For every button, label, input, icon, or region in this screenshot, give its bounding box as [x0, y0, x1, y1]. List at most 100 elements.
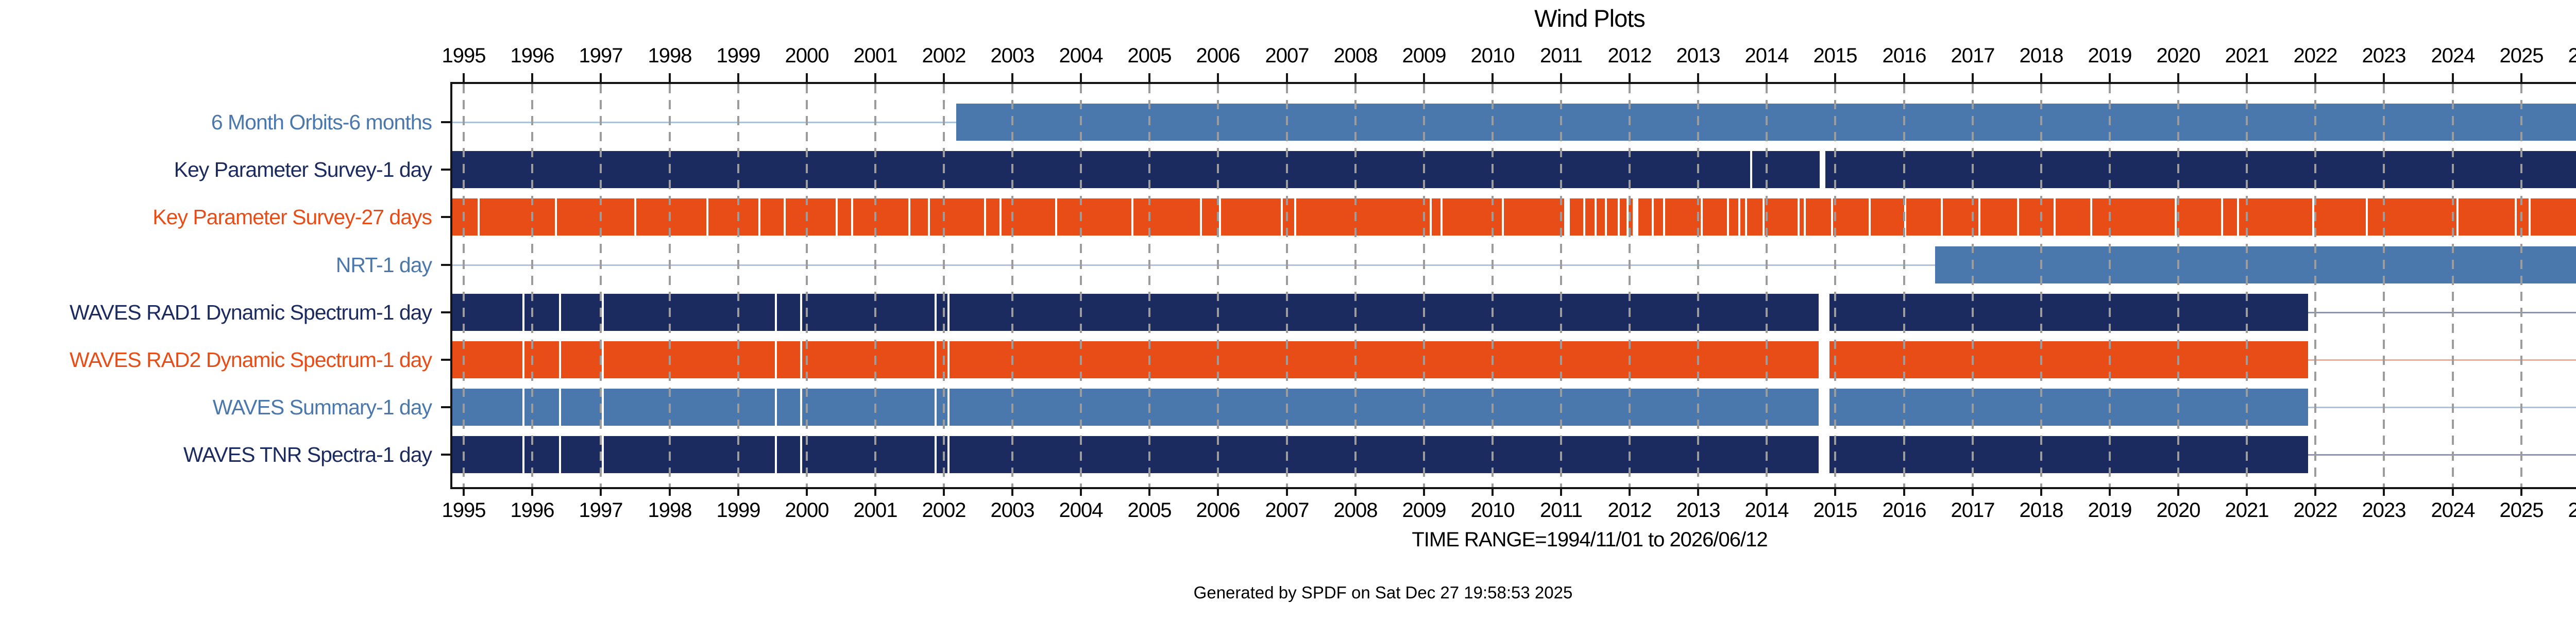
- x-tick-top: [1148, 73, 1150, 82]
- data-gap: [1825, 341, 1827, 378]
- x-tick-label-bottom: 2006: [1196, 499, 1241, 522]
- data-gap: [1831, 198, 1833, 236]
- year-gridline: [2246, 84, 2248, 487]
- data-gap: [1750, 151, 1752, 188]
- year-gridline: [2040, 84, 2042, 487]
- availability-bar: [452, 198, 2576, 236]
- data-gap-wide: [1633, 198, 1638, 236]
- x-tick-bottom: [1834, 487, 1836, 496]
- x-tick-label-top: 2010: [1470, 44, 1515, 67]
- x-tick-top: [943, 73, 945, 82]
- x-tick-label-bottom: 1999: [716, 499, 761, 522]
- row-label-7: WAVES Summary-1 day: [212, 395, 432, 419]
- year-gridline: [1629, 84, 1631, 487]
- x-tick-label-top: 2024: [2431, 44, 2476, 67]
- year-gridline: [737, 84, 739, 487]
- availability-bar: [1935, 246, 2576, 283]
- data-gap: [800, 294, 802, 331]
- data-gap: [775, 341, 777, 378]
- x-tick-label-top: 2021: [2225, 44, 2269, 67]
- x-tick-bottom: [531, 487, 533, 496]
- x-tick-bottom: [1423, 487, 1425, 496]
- year-gridline: [669, 84, 671, 487]
- data-gap: [784, 198, 786, 236]
- data-gap: [706, 198, 708, 236]
- data-gap: [947, 294, 950, 331]
- x-tick-label-top: 1995: [442, 44, 486, 67]
- x-tick-bottom: [2452, 487, 2454, 496]
- year-gridline: [1697, 84, 1699, 487]
- year-gridline: [1903, 84, 1905, 487]
- x-tick-label-top: 2018: [2019, 44, 2064, 67]
- x-tick-label-bottom: 2012: [1607, 499, 1652, 522]
- x-tick-bottom: [1354, 487, 1357, 496]
- data-gap-wide: [1564, 198, 1570, 236]
- year-gridline: [2383, 84, 2385, 487]
- data-gap-wide: [1819, 341, 1824, 378]
- x-tick-label-top: 2017: [1951, 44, 1995, 67]
- data-gap: [836, 198, 838, 236]
- x-tick-label-bottom: 2025: [2499, 499, 2544, 522]
- x-tick-label-bottom: 2018: [2019, 499, 2064, 522]
- data-gap: [1825, 436, 1827, 473]
- x-tick-bottom: [1766, 487, 1768, 496]
- x-tick-label-top: 2008: [1333, 44, 1378, 67]
- availability-bar: [452, 341, 2308, 378]
- x-tick-label-bottom: 2026: [2568, 499, 2576, 522]
- data-gap: [935, 389, 937, 426]
- x-tick-top: [1354, 73, 1357, 82]
- data-gap: [935, 341, 937, 378]
- data-gap: [800, 436, 802, 473]
- data-gap: [1745, 198, 1747, 236]
- year-gridline: [1354, 84, 1357, 487]
- year-gridline: [1423, 84, 1425, 487]
- data-gap-wide: [1819, 294, 1824, 331]
- data-gap: [1827, 436, 1829, 473]
- data-gap: [935, 294, 937, 331]
- x-tick-label-bottom: 2009: [1402, 499, 1447, 522]
- data-gap: [2017, 198, 2019, 236]
- data-gap: [1823, 341, 1825, 378]
- data-gap: [1440, 198, 1443, 236]
- x-tick-label-top: 2009: [1402, 44, 1447, 67]
- x-tick-top: [1697, 73, 1699, 82]
- data-gap: [2312, 198, 2314, 236]
- data-gap: [935, 436, 937, 473]
- y-tick: [441, 169, 452, 171]
- x-tick-label-bottom: 2008: [1333, 499, 1378, 522]
- x-tick-label-top: 2006: [1196, 44, 1241, 67]
- year-gridline: [1972, 84, 1974, 487]
- x-tick-bottom: [2520, 487, 2522, 496]
- year-gridline: [874, 84, 876, 487]
- x-tick-bottom: [2109, 487, 2111, 496]
- year-gridline: [943, 84, 945, 487]
- x-tick-bottom: [1080, 487, 1082, 496]
- x-tick-bottom: [600, 487, 602, 496]
- x-tick-top: [737, 73, 739, 82]
- data-gap: [602, 341, 604, 378]
- data-gap: [775, 436, 777, 473]
- data-gap: [1727, 198, 1729, 236]
- x-tick-bottom: [669, 487, 671, 496]
- year-gridline: [2109, 84, 2111, 487]
- data-gap: [851, 198, 853, 236]
- data-gap: [522, 389, 524, 426]
- y-tick: [441, 359, 452, 361]
- x-tick-label-top: 2005: [1127, 44, 1172, 67]
- x-tick-label-top: 2015: [1813, 44, 1858, 67]
- data-gap: [2456, 198, 2459, 236]
- x-tick-top: [669, 73, 671, 82]
- data-gap: [478, 198, 480, 236]
- year-gridline: [1492, 84, 1494, 487]
- x-tick-top: [2383, 73, 2385, 82]
- data-gap: [1804, 198, 1806, 236]
- year-gridline: [531, 84, 533, 487]
- x-tick-top: [806, 73, 808, 82]
- year-gridline: [806, 84, 808, 487]
- x-tick-label-top: 2013: [1676, 44, 1721, 67]
- y-tick: [441, 121, 452, 123]
- x-tick-bottom: [1011, 487, 1013, 496]
- data-gap: [1595, 198, 1597, 236]
- x-tick-top: [600, 73, 602, 82]
- year-gridline: [600, 84, 602, 487]
